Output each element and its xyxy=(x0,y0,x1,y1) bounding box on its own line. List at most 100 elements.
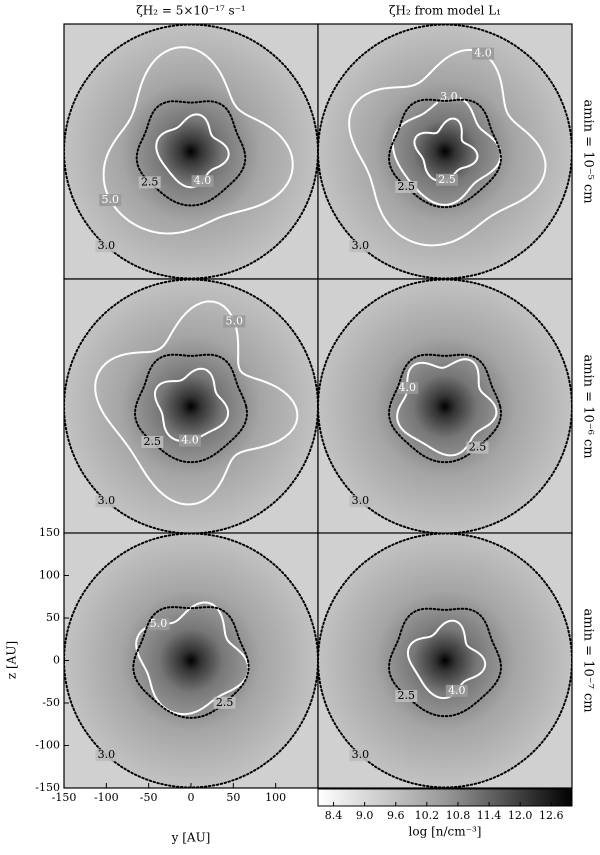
contour-label: 4.0 xyxy=(181,434,199,447)
label-bg xyxy=(472,47,495,60)
panel-content: 3.04.03.02.52.5 xyxy=(318,24,572,279)
contour-label: 3.0 xyxy=(352,239,370,252)
label-bg xyxy=(349,240,372,253)
contour-label: 5.0 xyxy=(101,193,119,206)
y-tick-label: -150 xyxy=(35,781,60,794)
column-title: ζH₂ from model L₁ xyxy=(389,4,501,18)
contour-label: 4.0 xyxy=(398,381,416,394)
contour-label: 2.5 xyxy=(143,435,161,448)
panel-content: 3.0 2.5 4.0 xyxy=(318,533,572,788)
colorbar-tick-label: 9.0 xyxy=(356,809,374,822)
x-tick-label: 50 xyxy=(226,791,240,804)
contour-label: 3.0 xyxy=(98,239,116,252)
density-map xyxy=(318,279,572,534)
x-axis-label: y [AU] xyxy=(171,831,211,845)
contour-line xyxy=(94,300,299,506)
x-tick-label: -100 xyxy=(94,791,119,804)
label-bg xyxy=(436,173,459,186)
contour-line xyxy=(64,24,318,279)
y-tick-label: 50 xyxy=(46,611,60,624)
contour-line xyxy=(413,117,479,183)
colorbar-label: log [n/cm⁻³] xyxy=(409,825,482,839)
label-bg xyxy=(95,749,118,762)
contour-line xyxy=(391,95,502,206)
row-label: amin = 10⁻⁷ cm xyxy=(581,608,596,712)
x-tick-label: 0 xyxy=(188,791,195,804)
colorbar-tick-label: 11.4 xyxy=(477,809,502,822)
contour-line xyxy=(102,46,294,235)
y-axis-label: z [AU] xyxy=(5,641,19,679)
contour-label: 4.0 xyxy=(194,174,212,187)
contour-line xyxy=(318,24,572,279)
contour-label: 3.0 xyxy=(352,748,370,761)
panel: 3.04.03.02.52.5 xyxy=(317,23,573,280)
y-tick-label: 150 xyxy=(39,526,60,539)
label-bg xyxy=(141,436,164,449)
colorbar-tick-label: 12.0 xyxy=(508,809,533,822)
contour-line xyxy=(135,100,247,207)
label-bg xyxy=(95,495,118,508)
panel-content: 3.0 5.0 2.5 4.0 xyxy=(64,279,318,534)
contour-line xyxy=(64,279,318,534)
colorbar-tick-label: 8.4 xyxy=(325,809,343,822)
contour-label: 2.5 xyxy=(216,696,234,709)
panel: 3.0 5.0 2.5 xyxy=(63,532,319,789)
density-map xyxy=(64,279,318,534)
row-label: amin = 10⁻⁶ cm xyxy=(581,354,596,458)
label-bg xyxy=(466,441,489,454)
label-bg xyxy=(213,696,236,709)
contour-line xyxy=(154,367,230,443)
contour-label: 4.0 xyxy=(448,684,466,697)
panel: 3.0 4.0 2.5 xyxy=(317,278,573,535)
panel: 3.0 5.0 2.5 4.0 xyxy=(63,278,319,535)
contour-line xyxy=(133,353,249,464)
column-title: ζH₂ = 5×10⁻¹⁷ s⁻¹ xyxy=(136,4,246,18)
label-bg xyxy=(191,175,214,188)
contour-line xyxy=(387,607,503,718)
panel-content: 3.0 5.0 2.5 xyxy=(64,533,318,788)
label-bg xyxy=(395,181,418,194)
contour-label: 5.0 xyxy=(150,617,168,630)
label-bg xyxy=(95,240,118,253)
colorbar-tick-label: 10.2 xyxy=(415,809,440,822)
colorbar xyxy=(317,788,573,807)
x-tick-label: -50 xyxy=(140,791,158,804)
colorbar-tick-label: 10.8 xyxy=(446,809,471,822)
contour-label: 2.5 xyxy=(469,441,487,454)
label-bg xyxy=(396,381,419,394)
colorbar-tick-label: 9.6 xyxy=(387,809,405,822)
label-bg xyxy=(349,749,372,762)
panel-content: 3.0 5.0 2.5 4.0 xyxy=(64,24,318,279)
contour-line xyxy=(318,533,572,788)
x-tick-label: -150 xyxy=(52,791,77,804)
density-map xyxy=(64,533,318,788)
label-bg xyxy=(147,618,170,631)
y-tick-label: -50 xyxy=(42,696,60,709)
contour-label: 3.0 xyxy=(352,494,370,507)
panel: 3.0 2.5 4.0 xyxy=(317,532,573,789)
y-tick-label: -100 xyxy=(35,739,60,752)
contour-label: 3.0 xyxy=(98,494,116,507)
contour-label: 2.5 xyxy=(438,173,456,186)
y-tick-label: 0 xyxy=(53,654,60,667)
x-tick-label: 100 xyxy=(265,791,286,804)
contour-label: 3.0 xyxy=(98,748,116,761)
contour-label: 4.0 xyxy=(474,47,492,60)
label-bg xyxy=(138,176,161,189)
row-label: amin = 10⁻⁵ cm xyxy=(581,99,596,203)
label-bg xyxy=(179,434,202,447)
density-map xyxy=(64,24,318,279)
contour-line xyxy=(64,533,318,788)
panel-content: 3.0 4.0 2.5 xyxy=(318,279,572,534)
colorbar-tick-label: 12.6 xyxy=(539,809,564,822)
contour-label: 2.5 xyxy=(141,175,159,188)
panel-frame xyxy=(317,532,573,789)
contour-label: 2.5 xyxy=(397,180,415,193)
density-map xyxy=(318,533,572,788)
contour-label: 5.0 xyxy=(226,314,244,327)
label-bg xyxy=(99,194,122,207)
label-bg xyxy=(445,684,468,697)
label-bg xyxy=(395,690,418,703)
contour-line xyxy=(318,279,572,534)
